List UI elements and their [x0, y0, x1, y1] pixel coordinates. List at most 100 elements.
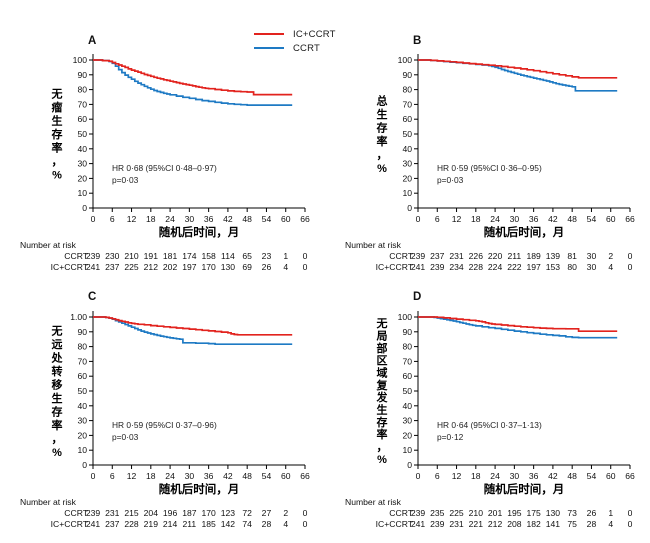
risk-value: 197: [526, 262, 541, 272]
risk-value: 114: [221, 251, 235, 261]
legend-item-ccrt: CCRT: [254, 41, 336, 55]
risk-value: 231: [449, 519, 464, 529]
risk-value: 69: [242, 262, 252, 272]
risk-value: 225: [449, 508, 464, 518]
y-axis-title-char: 域: [377, 366, 388, 380]
x-tick-label: 66: [300, 214, 310, 224]
number-at-risk-label: Number at risk: [20, 240, 77, 250]
x-tick-label: 42: [223, 471, 233, 481]
x-tick-label: 60: [606, 471, 616, 481]
x-tick-label: 54: [262, 471, 272, 481]
y-tick-label: 60: [77, 114, 87, 124]
y-axis-title-char: 存: [52, 404, 63, 418]
risk-value: 239: [430, 262, 445, 272]
x-tick-label: 48: [567, 214, 577, 224]
risk-value: 0: [303, 519, 308, 529]
risk-value: 130: [221, 262, 236, 272]
y-axis-title-char: 生: [377, 403, 388, 417]
risk-value: 228: [469, 262, 484, 272]
y-axis-title-char: 发: [376, 390, 389, 404]
risk-value: 211: [183, 519, 197, 529]
y-tick-label: 0: [82, 460, 87, 470]
y-tick-label: 40: [402, 144, 412, 154]
risk-value: 239: [430, 519, 445, 529]
y-tick-label: 20: [77, 173, 87, 183]
y-axis-title-char: 转: [52, 364, 63, 378]
risk-row-label: IC+CCRT: [51, 519, 89, 529]
x-axis-title: 随机后时间，月: [484, 225, 565, 239]
panel-label: D: [413, 291, 421, 303]
y-axis-title-char: 生: [377, 107, 388, 121]
risk-value: 2: [283, 508, 288, 518]
number-at-risk-label: Number at risk: [345, 240, 402, 250]
risk-row-label: IC+CCRT: [376, 262, 414, 272]
x-tick-label: 36: [204, 471, 214, 481]
risk-value: 26: [587, 508, 597, 518]
hr-annotation: HR 0·64 (95%CI 0·37–1·13): [437, 420, 542, 430]
risk-value: 239: [86, 508, 101, 518]
risk-value: 74: [242, 519, 252, 529]
y-tick-label: 10: [77, 188, 87, 198]
risk-value: 237: [430, 251, 445, 261]
risk-value: 4: [608, 262, 613, 272]
y-tick-label: 40: [402, 401, 412, 411]
risk-value: 23: [262, 251, 272, 261]
y-tick-label: 0: [407, 203, 412, 213]
y-tick-label: 80: [77, 342, 87, 352]
risk-value: 220: [488, 251, 503, 261]
panel-label: B: [413, 35, 421, 47]
risk-value: 1: [283, 251, 288, 261]
y-axis-title-char: 率: [377, 134, 388, 148]
risk-value: 27: [262, 508, 272, 518]
number-at-risk-label: Number at risk: [20, 497, 77, 507]
y-tick-label: 0: [82, 203, 87, 213]
y-tick-label: 70: [402, 99, 412, 109]
x-tick-label: 54: [587, 471, 597, 481]
risk-value: 224: [488, 262, 503, 272]
y-axis-title-char: 率: [52, 418, 63, 432]
risk-value: 139: [546, 251, 561, 261]
risk-value: 153: [546, 262, 561, 272]
p-value-annotation: p=0·03: [437, 175, 464, 185]
p-value-annotation: p=0·12: [437, 432, 464, 442]
risk-value: 219: [144, 519, 159, 529]
risk-value: 204: [144, 508, 159, 518]
risk-row-label: CCRT: [389, 508, 413, 518]
x-tick-label: 60: [281, 214, 291, 224]
legend-item-ic-ccrt: IC+CCRT: [254, 27, 336, 41]
x-axis-title: 随机后时间，月: [159, 225, 240, 239]
risk-value: 231: [449, 251, 464, 261]
x-tick-label: 24: [490, 471, 500, 481]
km-curve-ic-ccrt: [418, 316, 618, 333]
risk-value: 239: [411, 251, 426, 261]
y-tick-label: 100: [73, 55, 88, 65]
y-axis-title-char: ，: [52, 433, 63, 445]
y-tick-label: 20: [402, 430, 412, 440]
risk-value: 237: [105, 519, 120, 529]
risk-value: 2: [608, 251, 613, 261]
risk-value: 222: [507, 262, 522, 272]
x-tick-label: 48: [242, 214, 252, 224]
legend-line-red-icon: [254, 32, 284, 36]
y-tick-label: 100: [398, 55, 413, 65]
risk-row-label: IC+CCRT: [376, 519, 414, 529]
y-tick-label: 60: [402, 371, 412, 381]
y-axis-title-char: 远: [52, 338, 63, 351]
risk-value: 202: [163, 262, 178, 272]
x-tick-label: 36: [529, 214, 539, 224]
y-tick-label: 10: [402, 445, 412, 455]
x-tick-label: 0: [91, 471, 96, 481]
p-value-annotation: p=0·03: [112, 432, 139, 442]
risk-value: 214: [163, 519, 178, 529]
y-tick-label: 100: [398, 312, 413, 322]
km-curve-ccrt: [418, 59, 618, 92]
risk-value: 141: [546, 519, 561, 529]
risk-value: 187: [182, 508, 197, 518]
y-axis-title-char: 处: [51, 350, 64, 364]
x-tick-label: 0: [416, 214, 421, 224]
risk-value: 0: [303, 262, 308, 272]
risk-value: 0: [628, 519, 633, 529]
risk-value: 226: [469, 251, 484, 261]
number-at-risk-label: Number at risk: [345, 497, 402, 507]
y-axis-title-char: ，: [377, 149, 388, 161]
